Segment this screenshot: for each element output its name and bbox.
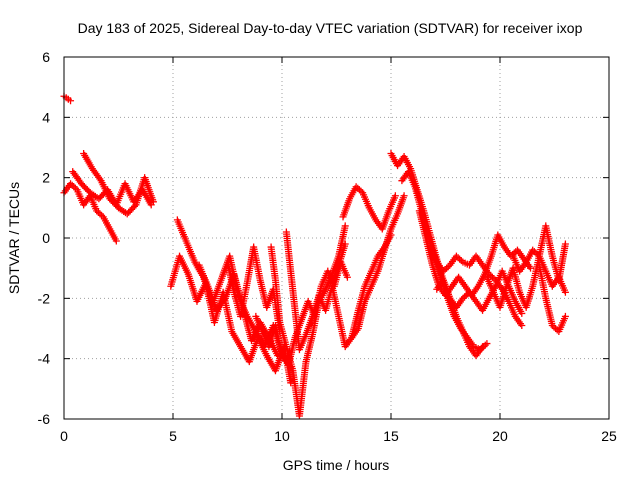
- data-point: [67, 97, 75, 105]
- data-point: [70, 183, 78, 191]
- data-point: [67, 180, 75, 188]
- data-point: [481, 341, 489, 349]
- data-point: [96, 210, 104, 218]
- series-s19: [433, 267, 526, 317]
- y-tick-label-3: 0: [42, 230, 50, 246]
- series-s22: [535, 261, 569, 336]
- data-point: [487, 272, 495, 280]
- data-point: [454, 254, 462, 262]
- data-point: [355, 186, 363, 194]
- data-point: [452, 252, 460, 260]
- data-point: [112, 237, 120, 245]
- data-point: [561, 240, 569, 248]
- data-point: [462, 291, 470, 299]
- axis-ticks: [63, 56, 610, 420]
- y-tick-label-0: -6: [38, 411, 51, 427]
- data-point: [352, 183, 360, 191]
- data-point: [550, 323, 558, 331]
- data-point: [341, 222, 349, 230]
- series-s11: [282, 228, 349, 354]
- data-point: [400, 192, 408, 200]
- data-point: [518, 321, 526, 329]
- data-point: [357, 187, 365, 195]
- data-point: [534, 251, 542, 259]
- y-tick-label-1: -4: [38, 351, 51, 367]
- data-point: [98, 211, 106, 219]
- data-point: [561, 288, 569, 296]
- y-tick-label-4: 2: [42, 170, 50, 186]
- data-point: [529, 246, 537, 254]
- data-point: [530, 248, 538, 256]
- y-tick-labels: -6 -4 -2 0 2 4 6: [38, 49, 51, 427]
- data-point: [68, 181, 76, 189]
- data-point: [441, 266, 449, 274]
- data-series: [60, 92, 569, 420]
- data-point: [94, 208, 102, 216]
- x-tick-labels: 0 5 10 15 20 25: [60, 428, 617, 444]
- x-tick-label-4: 20: [492, 428, 508, 444]
- data-point: [93, 207, 101, 215]
- data-point: [341, 240, 349, 248]
- series-s4: [80, 150, 157, 218]
- y-tick-label-6: 6: [42, 49, 50, 65]
- data-point: [483, 340, 491, 348]
- data-point: [476, 346, 484, 354]
- data-point: [71, 184, 79, 192]
- data-point: [480, 343, 488, 351]
- data-point: [354, 184, 362, 192]
- x-tick-label-0: 0: [60, 428, 68, 444]
- data-point: [391, 192, 399, 200]
- data-point: [532, 249, 540, 257]
- data-point: [443, 264, 451, 272]
- data-point: [552, 325, 560, 332]
- series-s13: [339, 183, 399, 233]
- data-point: [561, 312, 569, 320]
- data-point: [457, 257, 465, 265]
- data-point: [149, 198, 157, 206]
- series-s9: [267, 222, 349, 420]
- data-point: [456, 255, 464, 263]
- y-tick-label-2: -2: [38, 290, 51, 306]
- chart-title: Day 183 of 2025, Sidereal Day-to-day VTE…: [78, 20, 583, 36]
- x-tick-label-1: 5: [169, 428, 177, 444]
- data-point: [130, 202, 138, 210]
- data-point: [527, 264, 535, 272]
- series-s12: [328, 231, 395, 351]
- series-s14: [348, 192, 408, 342]
- data-point: [459, 294, 467, 302]
- x-tick-label-2: 10: [274, 428, 290, 444]
- x-tick-label-3: 15: [383, 428, 399, 444]
- data-point: [478, 344, 486, 352]
- data-point: [343, 273, 351, 281]
- series-s21: [509, 246, 569, 296]
- data-point: [548, 321, 556, 329]
- x-axis-label: GPS time / hours: [283, 457, 390, 473]
- data-point: [287, 379, 295, 387]
- x-tick-label-5: 25: [601, 428, 617, 444]
- data-point: [439, 267, 447, 275]
- series-s20: [483, 222, 569, 311]
- data-point: [461, 293, 469, 301]
- y-axis-label: SDTVAR / TECUs: [6, 182, 22, 294]
- data-point: [518, 309, 526, 317]
- y-tick-label-5: 4: [42, 109, 50, 125]
